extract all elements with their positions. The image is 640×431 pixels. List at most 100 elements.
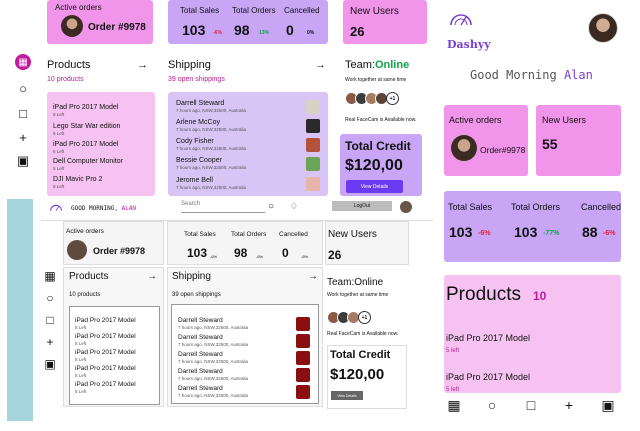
shipping-section: Shipping → 39 open shippings Darrell Ste… <box>167 267 323 407</box>
new-users-card: New Users 26 <box>343 0 427 44</box>
team-avatars[interactable]: +1 <box>345 92 399 105</box>
active-orders-card[interactable]: Active orders Order #9978 <box>47 0 153 44</box>
active-orders-label: Active orders <box>66 228 104 235</box>
product-thumbnail <box>296 368 310 382</box>
kpi-change: -6% <box>256 254 264 259</box>
new-users-label: New Users <box>350 6 399 17</box>
credit-card: Total Credit $120,00 View Details <box>340 134 422 196</box>
list-item[interactable]: Darrell Steward 7 hours ago, NSW,32500, A… <box>178 385 249 398</box>
kpi-value: 0 <box>282 246 289 260</box>
arrow-right-icon[interactable]: → <box>308 271 318 282</box>
kpi-label: Cancelled <box>279 231 308 238</box>
circle-icon[interactable]: ○ <box>19 80 27 96</box>
search-input[interactable]: Search <box>181 201 265 213</box>
more-members-badge[interactable]: +1 <box>358 311 371 324</box>
list-item[interactable]: Darrell Steward 7 hours ago, NSW,32500, A… <box>178 368 249 381</box>
new-users-label: New Users <box>542 115 587 125</box>
team-subtitle: Work together at same time <box>345 77 407 83</box>
kpi-label: Cancelled <box>284 6 320 15</box>
list-item[interactable]: Bessie Cooper 7 hours ago, NSW,32500, Aus… <box>176 157 247 170</box>
circle-icon[interactable]: ○ <box>46 291 54 305</box>
products-list: iPad Pro 2017 Model 5 Left iPad Pro 2017 … <box>69 306 160 405</box>
product-thumbnail <box>306 157 320 171</box>
trash-icon[interactable]: ▣ <box>601 396 615 413</box>
shipping-list: Darrell Steward 7 hours ago, NSW,32500, A… <box>168 92 328 196</box>
list-item[interactable]: Lego Star War edition 5 Left <box>53 123 121 136</box>
shipping-title: Shipping <box>172 271 211 282</box>
kpi-value: 88 <box>582 224 598 240</box>
new-users-card: New Users 26 <box>325 221 409 265</box>
products-title: Products <box>47 59 91 71</box>
shipping-title: Shipping <box>168 59 211 71</box>
list-item[interactable]: Darrell Steward 7 hours ago, NSW,32500, A… <box>178 334 249 347</box>
kpi-change: -6% <box>210 254 218 259</box>
avatar[interactable] <box>400 201 412 213</box>
products-count: 10 products <box>69 292 101 298</box>
list-item[interactable]: iPad Pro 2017 Model 5 Left <box>75 317 136 330</box>
plus-icon[interactable]: + <box>19 129 27 145</box>
list-item[interactable]: Jerome Bell 7 hours ago, NSW,32500, Austr… <box>176 177 247 190</box>
grid-icon[interactable]: ▦ <box>44 269 56 283</box>
trash-icon[interactable]: ▣ <box>16 153 30 168</box>
arrow-right-icon[interactable]: → <box>315 59 326 71</box>
new-users-value: 26 <box>328 248 342 262</box>
view-details-button[interactable]: View Details <box>331 391 363 400</box>
list-item[interactable]: iPad Pro 2017 Model 5 Left <box>75 381 136 394</box>
trash-icon[interactable]: ▣ <box>44 357 56 371</box>
grid-icon[interactable]: ▦ <box>447 396 461 413</box>
team-subtitle: Work together at same time <box>327 292 389 298</box>
view-details-button[interactable]: View Details <box>346 180 403 193</box>
list-item[interactable]: iPad Pro 2017 Model 5 Left <box>75 333 136 346</box>
brand-name: Dashyy <box>447 38 491 51</box>
list-item[interactable]: iPad Pro 2017 Model 5 left <box>446 372 531 393</box>
search-icon[interactable]: ○ <box>268 201 275 212</box>
list-item[interactable]: iPad Pro 2017 Model 5 Left <box>53 141 119 154</box>
sales-kpi-card: Total Sales 103 -6% Total Orders 98 -6% … <box>167 221 323 265</box>
list-item[interactable]: iPad Pro 2017 Model 5 Left <box>53 104 119 117</box>
new-users-card: New Users 55 <box>536 105 621 176</box>
credit-value: $120,00 <box>345 157 403 174</box>
list-item[interactable]: Cody Fisher 7 hours ago, NSW,32500, Austr… <box>176 138 247 151</box>
active-orders-card[interactable]: Active orders Order #9978 <box>63 221 164 265</box>
plus-icon[interactable]: + <box>46 335 54 349</box>
arrow-right-icon[interactable]: → <box>147 271 157 282</box>
team-avatars[interactable]: +1 <box>327 311 371 324</box>
list-item[interactable]: Darrell Steward 7 hours ago, NSW,32500, A… <box>178 351 249 364</box>
chat-icon[interactable]: □ <box>46 313 54 327</box>
chat-icon[interactable]: □ <box>19 105 27 121</box>
avatar[interactable] <box>588 13 618 43</box>
list-item[interactable]: iPad Pro 2017 Model 5 left <box>446 333 531 354</box>
desktop-dashboard-panel: ▦ ○ □ + ▣ Active orders Order #9978 Tota… <box>7 0 433 196</box>
active-orders-card[interactable]: Active orders Order#9978 <box>444 105 528 176</box>
circle-icon[interactable]: ○ <box>487 397 497 413</box>
list-item[interactable]: Dell Computer Monitor 5 Left <box>53 158 124 171</box>
more-members-badge[interactable]: +1 <box>386 92 399 105</box>
shipping-count: 39 open shippings <box>168 76 225 83</box>
chat-icon[interactable]: □ <box>526 397 536 413</box>
products-section: Products → 10 products iPad Pro 2017 Mod… <box>63 267 164 407</box>
kpi-value: 103 <box>449 224 473 240</box>
avatar <box>451 135 477 161</box>
logout-button[interactable]: LogOut <box>332 201 392 211</box>
arrow-right-icon[interactable]: → <box>137 59 148 71</box>
list-item[interactable]: Darrell Steward 7 hours ago, NSW,32500, A… <box>176 100 247 113</box>
product-thumbnail <box>306 177 320 191</box>
grid-icon[interactable]: ▦ <box>15 54 31 70</box>
order-number: Order#9978 <box>480 145 526 155</box>
kpi-label: Total Sales <box>184 231 216 238</box>
bell-icon[interactable]: ♢ <box>290 201 299 211</box>
list-item[interactable]: iPad Pro 2017 Model 5 Left <box>75 365 136 378</box>
list-item[interactable]: Darrell Steward 7 hours ago, NSW,32500, A… <box>178 317 249 330</box>
list-item[interactable]: iPad Pro 2017 Model 5 Left <box>75 349 136 362</box>
products-card: Products 10 iPad Pro 2017 Model 5 left iP… <box>444 275 621 393</box>
list-item[interactable]: Arlene McCoy 7 hours ago, NSW,32500, Aust… <box>176 119 247 132</box>
active-orders-label: Active orders <box>449 115 502 125</box>
plus-icon[interactable]: + <box>564 397 574 413</box>
products-count: 10 <box>533 289 547 303</box>
top-bar: GOOD MORNING, ALAN Search ○ ♢ LogOut <box>41 199 433 221</box>
gauge-logo-icon <box>450 14 472 26</box>
greeting: Good Morning Alan <box>470 68 593 82</box>
product-thumbnail <box>296 334 310 348</box>
